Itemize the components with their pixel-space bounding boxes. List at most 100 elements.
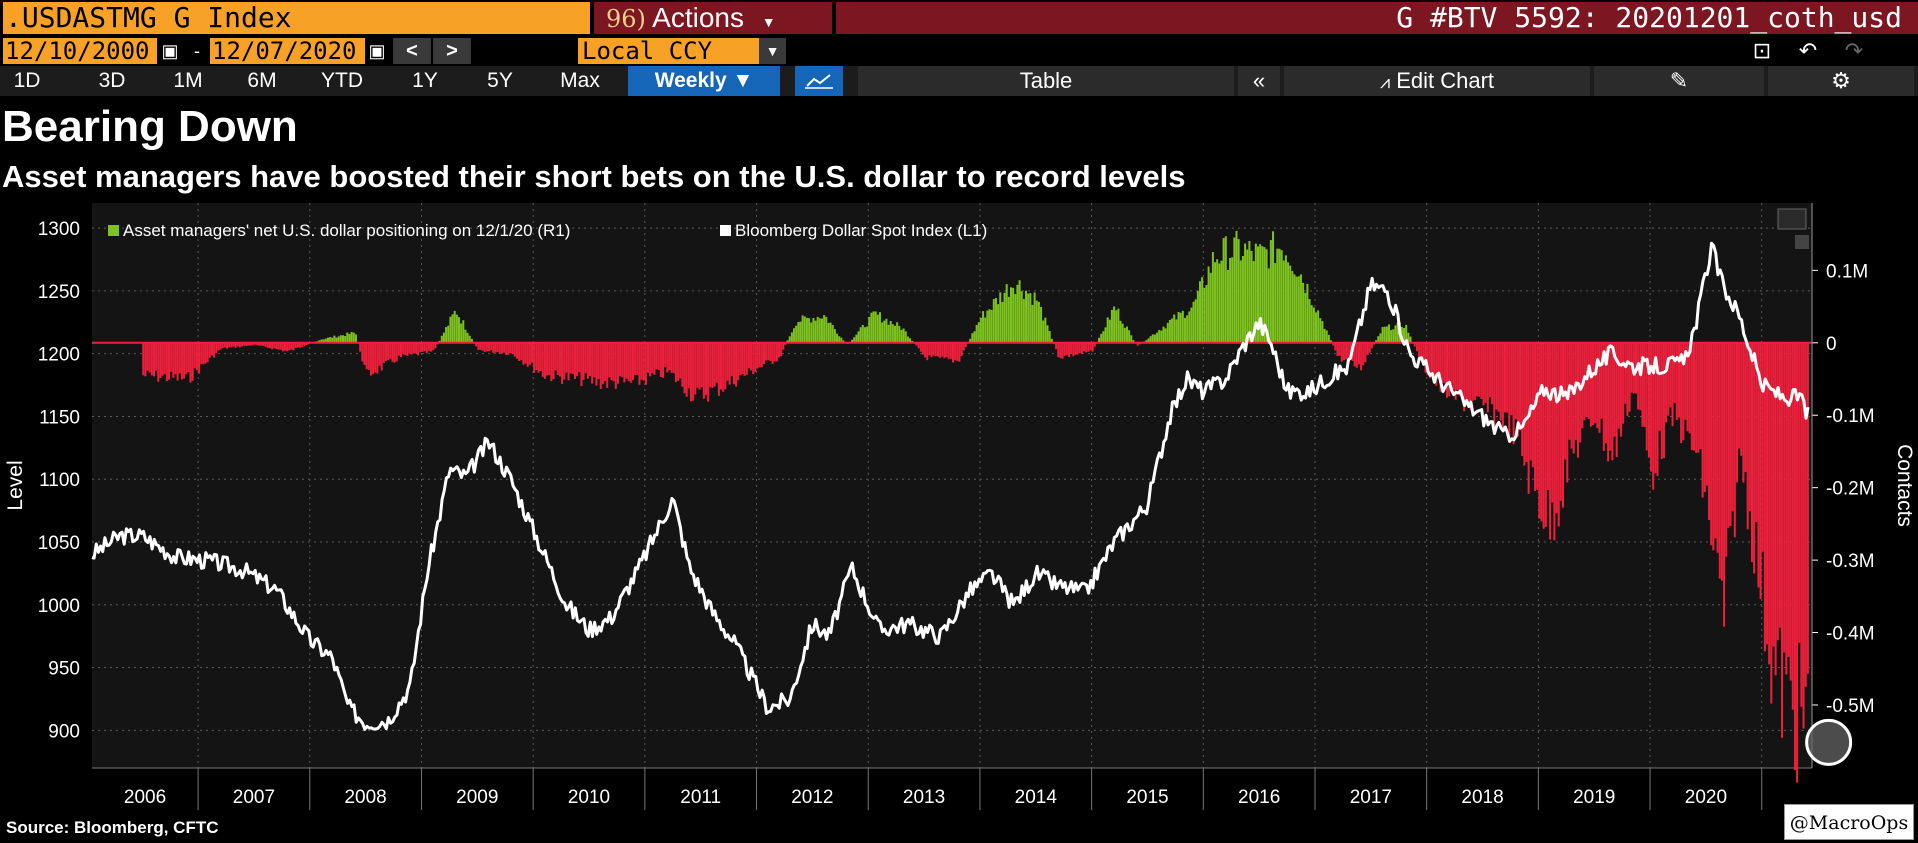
positioning-bar: [451, 314, 454, 343]
positioning-bar: [1231, 257, 1234, 343]
positioning-bar: [1272, 231, 1275, 343]
frequency-select[interactable]: Weekly ▼: [628, 66, 780, 96]
positioning-bar: [595, 342, 598, 386]
positioning-bar: [1065, 342, 1068, 356]
positioning-bar: [765, 342, 768, 361]
positioning-bar: [988, 309, 991, 343]
undo-icon[interactable]: ↶: [1798, 38, 1818, 63]
positioning-bar: [256, 342, 259, 346]
positioning-bar: [322, 339, 325, 343]
positioning-bar: [737, 342, 740, 381]
positioning-bar: [434, 342, 437, 349]
next-period-button[interactable]: >: [433, 38, 471, 64]
positioning-bar: [979, 317, 982, 343]
positioning-bar: [576, 342, 579, 377]
legend-label: Bloomberg Dollar Spot Index (L1): [735, 221, 987, 240]
prev-period-button[interactable]: <: [393, 38, 431, 64]
right-axis-tick-label: -0.1M: [1826, 406, 1875, 427]
positioning-bar: [387, 342, 390, 361]
positioning-bar: [264, 342, 267, 347]
positioning-bar: [919, 342, 922, 352]
positioning-bar: [722, 342, 725, 392]
positioning-bar: [1413, 342, 1416, 347]
positioning-bar: [1196, 290, 1199, 343]
positioning-bar: [1789, 342, 1792, 681]
positioning-bar: [1310, 305, 1313, 343]
positioning-bar: [1761, 342, 1764, 552]
positioning-bar: [992, 299, 995, 343]
positioning-bar: [554, 342, 557, 371]
positioning-bar: [1209, 272, 1212, 343]
date-separator: -: [194, 41, 200, 61]
positioning-bar: [986, 310, 989, 343]
positioning-bar: [1407, 332, 1410, 343]
positioning-bar: [1153, 334, 1156, 343]
calendar-icon[interactable]: ▣: [161, 41, 179, 61]
x-axis-tick-label: 2007: [233, 787, 275, 808]
edit-chart-button[interactable]: ⩘ Edit Chart: [1284, 66, 1590, 96]
positioning-bar: [1340, 342, 1343, 362]
positioning-bar: [921, 342, 924, 355]
positioning-bar: [1214, 262, 1217, 343]
positioning-bar: [1392, 329, 1395, 343]
positioning-bar: [221, 342, 224, 349]
redo-icon[interactable]: ↷: [1844, 38, 1864, 63]
positioning-bar: [1723, 342, 1726, 627]
positioning-bar: [677, 342, 680, 381]
positioning-bar: [419, 342, 422, 353]
timeframe-ytd[interactable]: YTD: [321, 69, 363, 92]
timeframe-1m[interactable]: 1M: [173, 69, 203, 92]
timeframe-3d[interactable]: 3D: [98, 69, 126, 92]
positioning-bar: [1368, 342, 1371, 353]
timeframe-max[interactable]: Max: [560, 69, 600, 92]
positioning-bar: [1456, 342, 1459, 391]
positioning-bar: [945, 342, 948, 357]
positioning-bar: [266, 342, 269, 348]
positioning-bar: [649, 342, 652, 377]
positioning-bar: [1355, 342, 1358, 368]
positioning-bar: [496, 342, 499, 353]
end-date-input[interactable]: 12/07/2020: [210, 38, 365, 64]
right-axis-tick-label: -0.5M: [1826, 696, 1875, 717]
positioning-bar: [896, 322, 899, 343]
legend-swatch: [108, 225, 119, 236]
present-icon[interactable]: ⊡: [1752, 38, 1772, 63]
annotate-button[interactable]: ✎: [1594, 66, 1764, 96]
timeframe-1d[interactable]: 1D: [13, 69, 41, 92]
table-button[interactable]: Table: [858, 66, 1234, 96]
positioning-bar: [1218, 263, 1221, 343]
currency-select[interactable]: Local CCY: [578, 38, 786, 64]
x-axis-tick-label: 2010: [568, 787, 610, 808]
plot-area: [92, 203, 1812, 768]
positioning-bar: [1349, 342, 1352, 360]
timeframe-6m[interactable]: 6M: [247, 69, 277, 92]
positioning-bar: [423, 342, 426, 352]
positioning-bar: [1645, 342, 1648, 451]
line-chart-icon[interactable]: [795, 66, 843, 96]
settings-button[interactable]: ⚙: [1768, 66, 1914, 96]
actions-menu[interactable]: 96) Actions ▼: [594, 2, 832, 34]
positioning-bar: [1776, 342, 1779, 641]
positioning-bar: [144, 342, 147, 377]
positioning-bar: [303, 342, 306, 347]
positioning-bar: [1364, 342, 1367, 363]
positioning-bar: [1299, 274, 1302, 343]
positioning-bar: [1793, 342, 1796, 771]
chevron-down-icon[interactable]: ▼: [759, 38, 786, 64]
positioning-bar: [1072, 342, 1075, 357]
right-axis-tick-label: -0.2M: [1826, 479, 1875, 500]
positioning-bar: [1607, 342, 1610, 462]
positioning-bar: [236, 342, 239, 347]
timeframe-5y[interactable]: 5Y: [487, 69, 513, 92]
collapse-button[interactable]: «: [1238, 66, 1280, 96]
positioning-bar: [1145, 340, 1148, 343]
positioning-bar: [1117, 308, 1120, 343]
positioning-bar: [962, 342, 965, 351]
ticker-field[interactable]: .USDASTMG G Index: [3, 2, 590, 34]
positioning-bar: [228, 342, 231, 348]
start-date-input[interactable]: 12/10/2000: [3, 38, 157, 64]
timeframe-1y[interactable]: 1Y: [412, 69, 438, 92]
calendar-icon[interactable]: ▣: [368, 41, 386, 61]
x-axis-tick-label: 2012: [791, 787, 833, 808]
positioning-bar: [720, 342, 723, 390]
